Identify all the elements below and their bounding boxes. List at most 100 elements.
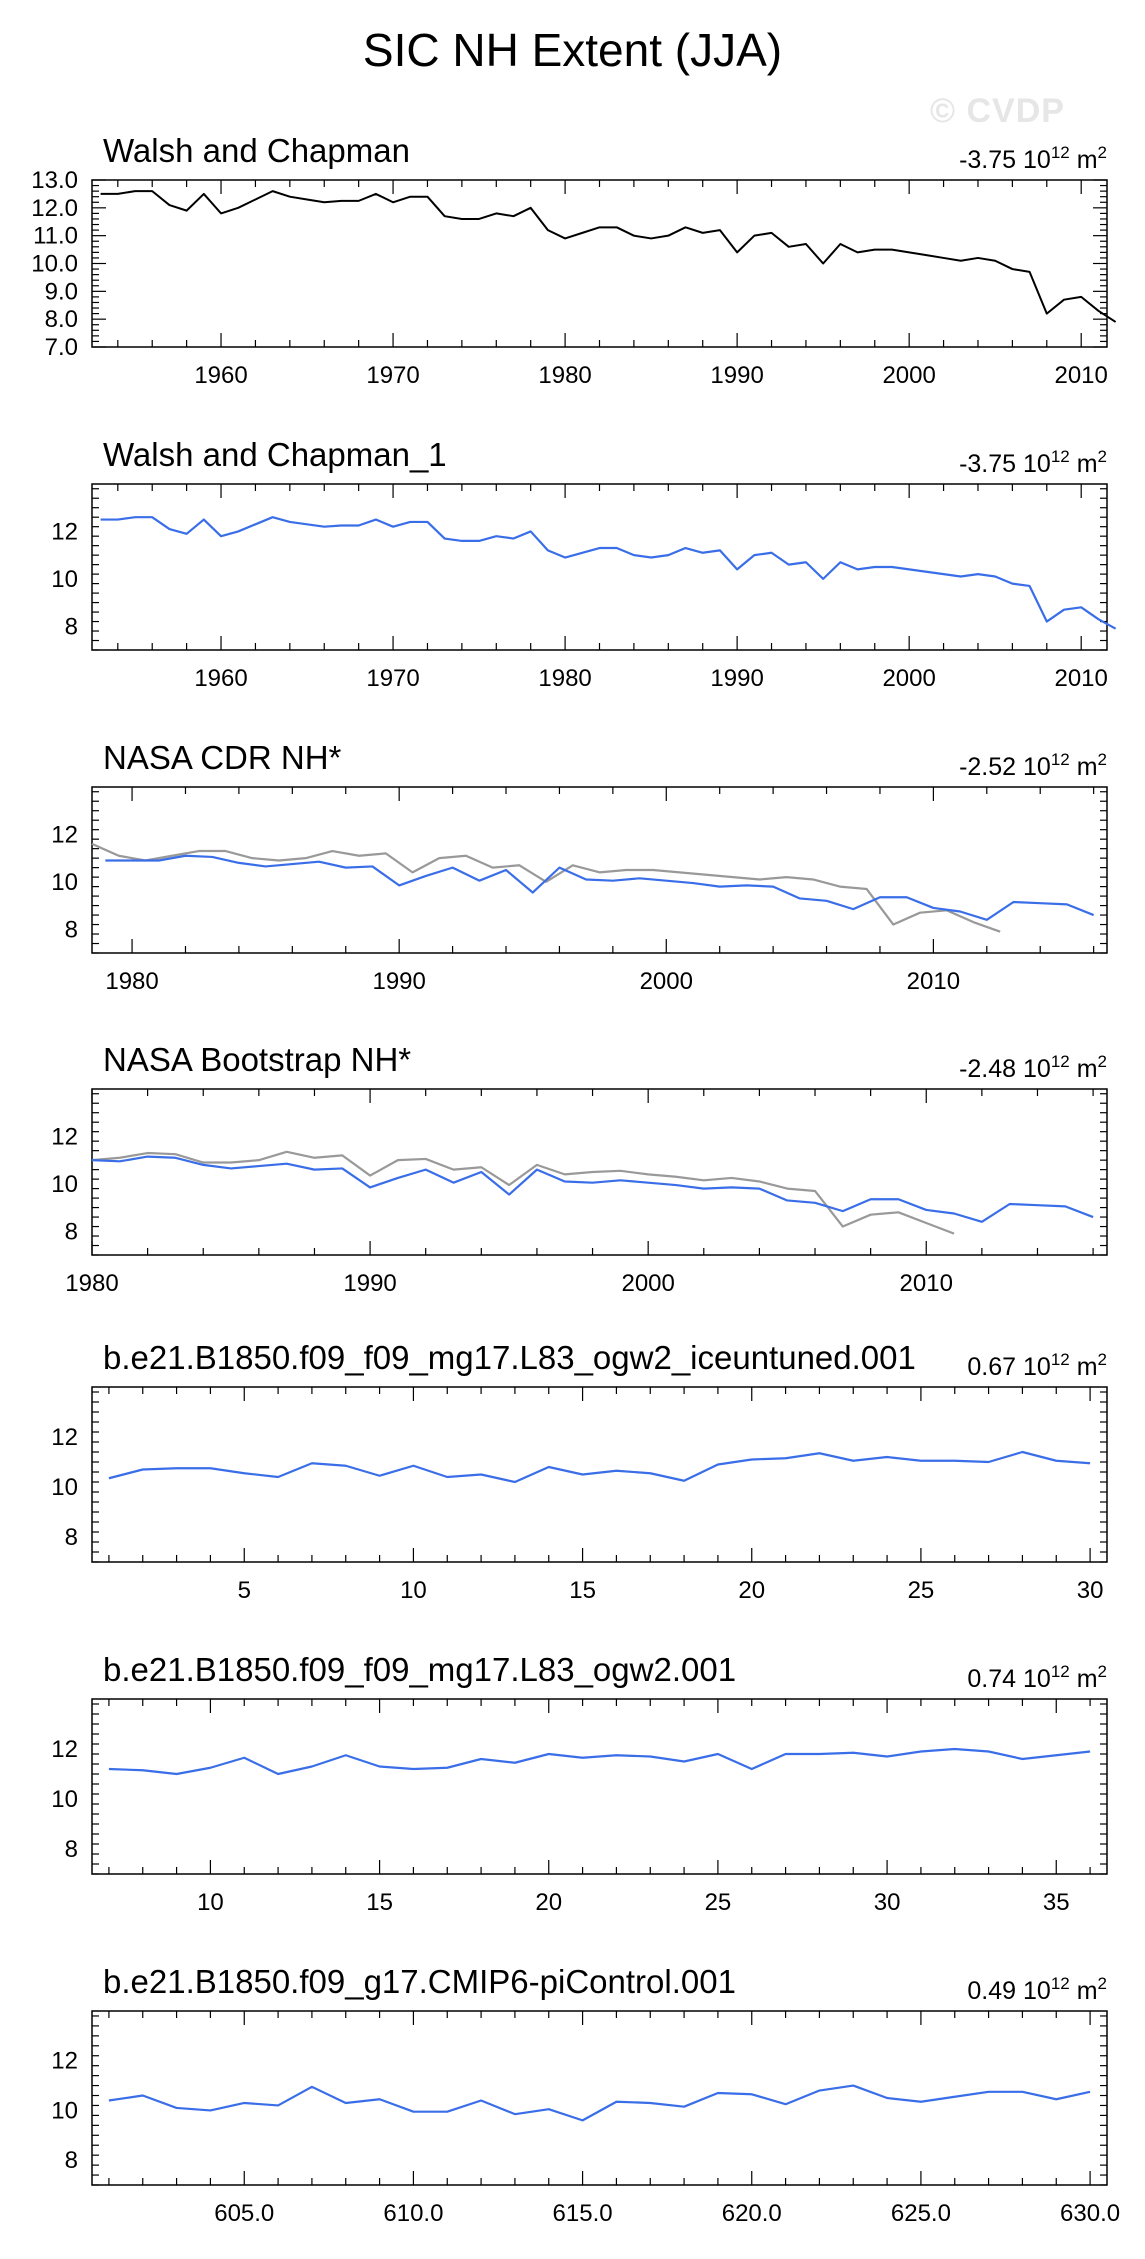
x-tick-label: 1990 bbox=[343, 1270, 396, 1297]
series-line-model bbox=[91, 1155, 1094, 1223]
plot-frame bbox=[91, 483, 1108, 651]
trend-label: 0.67 1012 m2 bbox=[967, 1350, 1107, 1381]
x-tick-label: 1960 bbox=[194, 362, 247, 389]
trend-label: -3.75 1012 m2 bbox=[959, 143, 1107, 174]
trend-label: 0.49 1012 m2 bbox=[967, 1974, 1107, 2005]
y-tick-label: 12.0 bbox=[31, 195, 78, 222]
panel-6: b.e21.B1850.f09_f09_mg17.L83_ogw2.001 0.7… bbox=[51, 1651, 1108, 1916]
series-line-overlay bbox=[91, 842, 1001, 933]
x-tick-label: 1980 bbox=[105, 968, 158, 995]
panel-1: Walsh and Chapman -3.75 1012 m2 1960 1970 19… bbox=[31, 132, 1117, 389]
series-line-overlay bbox=[91, 1150, 955, 1235]
y-tick-label: 9.0 bbox=[45, 278, 78, 305]
series-line-model bbox=[108, 2084, 1091, 2122]
x-tick-label: 5 bbox=[238, 1577, 251, 1604]
x-tick-label: 10 bbox=[400, 1577, 427, 1604]
panel-title: NASA Bootstrap NH* bbox=[103, 1041, 411, 1078]
y-tick-label: 12 bbox=[51, 2048, 78, 2075]
x-tick-label: 2000 bbox=[882, 362, 935, 389]
x-tick-label: 1990 bbox=[372, 968, 425, 995]
trend-label: -2.48 1012 m2 bbox=[959, 1052, 1107, 1083]
plot-frame bbox=[91, 1088, 1108, 1256]
x-tick-label: 1990 bbox=[710, 362, 763, 389]
y-tick-label: 10 bbox=[51, 2097, 78, 2124]
y-tick-label: 8 bbox=[65, 613, 78, 640]
panel-3: NASA CDR NH* -2.52 1012 m2 1980 1990 2000 201… bbox=[51, 739, 1108, 995]
panel-4: NASA Bootstrap NH* -2.48 1012 m2 1980 1990 2… bbox=[51, 1041, 1108, 1297]
main-title: SIC NH Extent (JJA) bbox=[362, 24, 783, 76]
plot-frame bbox=[91, 2010, 1108, 2186]
series-line-obs bbox=[100, 190, 1117, 323]
cvdp-watermark: © CVDP bbox=[930, 92, 1065, 130]
panel-7: b.e21.B1850.f09_g17.CMIP6-piControl.001 0… bbox=[51, 1963, 1120, 2227]
x-tick-label: 2010 bbox=[900, 1270, 953, 1297]
y-tick-label: 8 bbox=[65, 1218, 78, 1245]
panel-5: b.e21.B1850.f09_f09_mg17.L83_ogw2_iceunt… bbox=[51, 1339, 1108, 1604]
x-tick-label: 625.0 bbox=[891, 2200, 951, 2227]
y-tick-label: 10 bbox=[51, 1171, 78, 1198]
x-tick-label: 1980 bbox=[538, 665, 591, 692]
y-tick-label: 12 bbox=[51, 1736, 78, 1763]
x-tick-label: 25 bbox=[705, 1889, 732, 1916]
x-tick-label: 615.0 bbox=[553, 2200, 613, 2227]
x-tick-label: 15 bbox=[569, 1577, 596, 1604]
y-tick-label: 8 bbox=[65, 2147, 78, 2174]
x-tick-label: 1970 bbox=[366, 362, 419, 389]
x-tick-label: 15 bbox=[366, 1889, 393, 1916]
y-tick-label: 10 bbox=[51, 1786, 78, 1813]
x-tick-label: 630.0 bbox=[1060, 2200, 1120, 2227]
y-tick-label: 11.0 bbox=[33, 223, 78, 250]
y-tick-label: 7.0 bbox=[45, 334, 78, 361]
x-tick-label: 2010 bbox=[1054, 665, 1107, 692]
panel-title: b.e21.B1850.f09_g17.CMIP6-piControl.001 bbox=[103, 1963, 736, 2000]
series-line-model bbox=[100, 516, 1117, 630]
trend-label: -2.52 1012 m2 bbox=[959, 750, 1107, 781]
y-tick-label: 8.0 bbox=[45, 306, 78, 333]
series-line-model bbox=[108, 1450, 1091, 1484]
y-tick-label: 10 bbox=[51, 566, 78, 593]
x-tick-label: 2000 bbox=[882, 665, 935, 692]
x-tick-label: 20 bbox=[535, 1889, 562, 1916]
x-tick-label: 2000 bbox=[640, 968, 693, 995]
x-tick-label: 2010 bbox=[1054, 362, 1107, 389]
y-tick-label: 12 bbox=[51, 518, 78, 545]
panel-title: Walsh and Chapman_1 bbox=[103, 436, 447, 473]
x-tick-label: 1990 bbox=[710, 665, 763, 692]
y-tick-label: 10.0 bbox=[31, 251, 78, 278]
plot-frame bbox=[91, 1386, 1108, 1563]
x-tick-label: 2010 bbox=[907, 968, 960, 995]
x-tick-label: 30 bbox=[874, 1889, 901, 1916]
y-tick-label: 12 bbox=[51, 1123, 78, 1150]
plot-frame bbox=[91, 1698, 1108, 1875]
x-tick-label: 30 bbox=[1077, 1577, 1104, 1604]
y-tick-label: 12 bbox=[51, 1424, 78, 1451]
panel-title: b.e21.B1850.f09_f09_mg17.L83_ogw2.001 bbox=[103, 1651, 736, 1688]
panel-2: Walsh and Chapman_1 -3.75 1012 m2 1960 1970… bbox=[51, 436, 1117, 692]
x-tick-label: 1980 bbox=[65, 1270, 118, 1297]
y-tick-label: 8 bbox=[65, 916, 78, 943]
panel-title: b.e21.B1850.f09_f09_mg17.L83_ogw2_iceunt… bbox=[103, 1339, 916, 1376]
trend-label: 0.74 1012 m2 bbox=[967, 1662, 1107, 1693]
x-tick-label: 610.0 bbox=[383, 2200, 443, 2227]
y-tick-label: 8 bbox=[65, 1524, 78, 1551]
y-tick-label: 12 bbox=[51, 821, 78, 848]
x-tick-label: 620.0 bbox=[722, 2200, 782, 2227]
series-line-model bbox=[105, 854, 1095, 921]
x-tick-label: 2000 bbox=[621, 1270, 674, 1297]
x-tick-label: 605.0 bbox=[214, 2200, 274, 2227]
panel-title: Walsh and Chapman bbox=[103, 132, 410, 169]
trend-label: -3.75 1012 m2 bbox=[959, 447, 1107, 478]
panel-title: NASA CDR NH* bbox=[103, 739, 342, 776]
x-tick-label: 1980 bbox=[538, 362, 591, 389]
series-line-model bbox=[108, 1747, 1091, 1776]
x-tick-label: 10 bbox=[197, 1889, 224, 1916]
y-tick-label: 10 bbox=[51, 1474, 78, 1501]
y-tick-label: 13.0 bbox=[31, 167, 78, 194]
y-tick-label: 10 bbox=[51, 869, 78, 896]
plot-frame bbox=[91, 786, 1108, 954]
x-tick-label: 1960 bbox=[194, 665, 247, 692]
x-tick-label: 1970 bbox=[366, 665, 419, 692]
x-tick-label: 20 bbox=[738, 1577, 765, 1604]
x-tick-label: 35 bbox=[1043, 1889, 1070, 1916]
